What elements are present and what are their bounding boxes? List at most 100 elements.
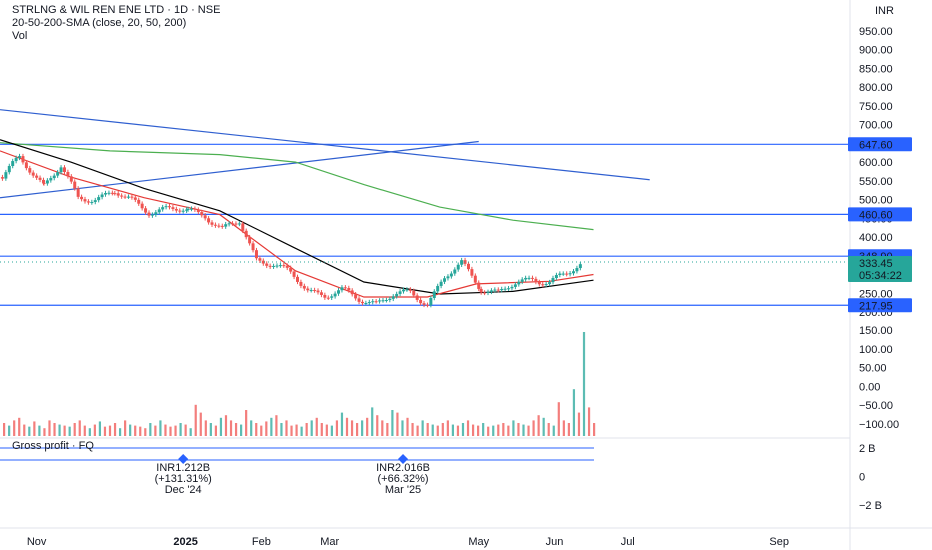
candle-body [575, 268, 579, 272]
candle-body [144, 208, 148, 213]
volume-bar [426, 423, 429, 436]
candle-body [28, 168, 32, 173]
price-tick-label: 800.00 [859, 82, 893, 94]
price-tick-label: 950.00 [859, 26, 893, 38]
candle-body [378, 300, 382, 302]
candle-body [4, 172, 8, 179]
volume-bar [93, 424, 96, 436]
price-tick-label: 900.00 [859, 45, 893, 57]
volume-bar [169, 426, 172, 436]
volume-bar [134, 425, 137, 436]
candle-body [7, 165, 11, 173]
candle-body [200, 212, 204, 216]
candle-body [316, 290, 320, 293]
candle-body [220, 225, 224, 227]
candle-body [446, 276, 450, 279]
volume-bar [33, 421, 36, 436]
candle-body [147, 212, 151, 216]
volume-bar [280, 423, 283, 436]
level-price-label: 217.95 [859, 300, 893, 312]
volume-bar [572, 389, 576, 436]
candle-body [419, 299, 423, 304]
candle-body [524, 277, 528, 280]
candle-body [354, 294, 358, 299]
candle-body [367, 302, 371, 304]
candle-body [59, 167, 63, 173]
volume-bar [250, 420, 253, 436]
price-tick-label: 850.00 [859, 63, 893, 75]
candle-body [309, 290, 313, 292]
volume-bar [507, 425, 510, 436]
candle-body [86, 201, 90, 203]
candle-body [513, 284, 517, 287]
volume-bar [83, 425, 86, 436]
candle-body [391, 296, 395, 299]
price-tick-label: 550.00 [859, 176, 893, 188]
volume-bar [129, 424, 132, 436]
currency-label: INR [875, 5, 894, 17]
candle-body [483, 292, 487, 294]
candle-body [343, 287, 347, 289]
candle-body [186, 208, 190, 210]
volume-bar [335, 420, 339, 436]
candle-body [11, 161, 15, 166]
time-tick-label: 2025 [173, 536, 197, 548]
level-price-tag [848, 137, 912, 152]
volume-bar [396, 412, 399, 436]
candle-body [554, 275, 558, 279]
candle-body [337, 290, 341, 294]
price-tick-label: 750.00 [859, 101, 893, 113]
volume-bar [68, 426, 71, 436]
sma-indicator-label: 20-50-200-SMA (close, 20, 50, 200) [12, 17, 187, 29]
candle-body [330, 296, 334, 298]
volume-bar [43, 428, 46, 436]
volume-bar [224, 415, 228, 436]
candle-body [357, 298, 361, 302]
volume-bar [325, 424, 328, 436]
volume-tick-label: −100.00 [859, 419, 899, 431]
candle-body [56, 172, 60, 176]
candle-body [507, 288, 511, 290]
candle-body [510, 286, 514, 289]
candle-body [126, 196, 130, 198]
volume-bar [164, 424, 167, 436]
candle-body [241, 223, 245, 231]
candle-body [292, 271, 296, 277]
candle-body [466, 263, 470, 270]
volume-bar [174, 425, 177, 436]
candle-body [395, 293, 399, 297]
volume-bar [270, 417, 273, 436]
level-price-label: 647.60 [859, 139, 893, 151]
candle-body [224, 224, 228, 227]
candle-body [116, 193, 120, 196]
candle-body [285, 265, 289, 268]
gross-profit-change-label: (+131.31%) [155, 473, 212, 485]
candle-body [384, 300, 388, 302]
volume-bar [366, 417, 369, 436]
volume-bar [219, 417, 223, 436]
candle-body [0, 177, 4, 179]
candle-body [333, 293, 337, 297]
volume-bar [436, 425, 439, 436]
volume-bar [340, 412, 344, 436]
candle-body [572, 271, 576, 274]
candle-body [227, 223, 231, 225]
candle-body [248, 237, 252, 244]
price-tick-label: 250.00 [859, 288, 893, 300]
candle-body [412, 290, 416, 296]
candle-body [449, 273, 453, 277]
candle-body [486, 291, 490, 293]
candle-body [83, 199, 87, 202]
time-tick-label: Feb [252, 536, 271, 548]
volume-bar [88, 428, 91, 436]
volume-bar [290, 425, 293, 436]
candle-body [429, 297, 433, 306]
candle-body [289, 267, 293, 272]
volume-bar [113, 423, 117, 436]
volume-bar [209, 423, 212, 436]
gross-profit-value-label: INR2.016B [376, 462, 430, 474]
volume-bar [587, 407, 591, 436]
candle-body [422, 303, 426, 305]
volume-bar [451, 424, 455, 436]
